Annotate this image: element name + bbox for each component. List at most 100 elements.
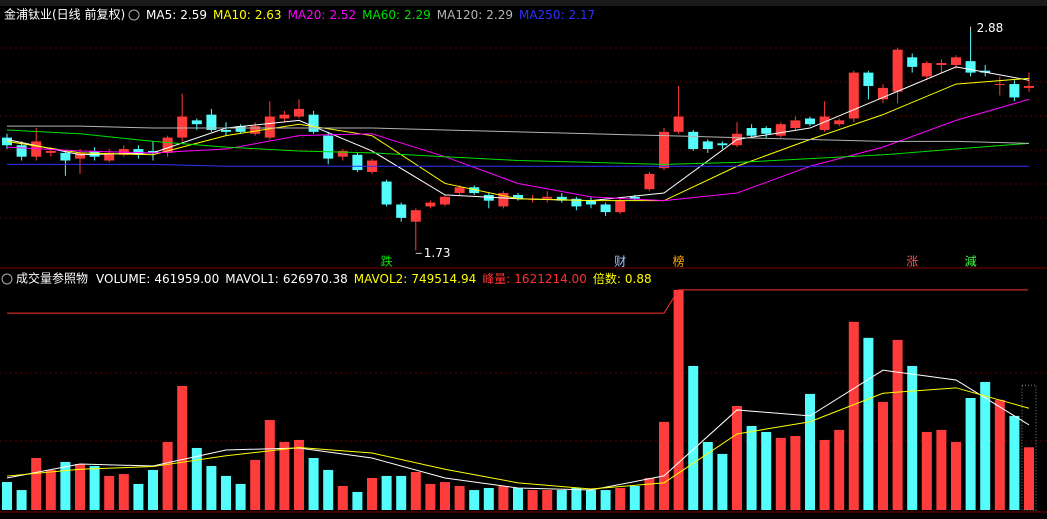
indicator-legend: MAVOL1: 626970.38 (225, 272, 348, 286)
volume-bar (31, 458, 42, 510)
ma-legend: MA250: 2.17 (519, 8, 595, 22)
candle-body (177, 116, 188, 138)
candle-body (337, 150, 348, 157)
candle-body (206, 114, 217, 130)
indicator-legend: MAVOL2: 749514.94 (354, 272, 477, 286)
volume-bar (323, 469, 334, 510)
candle-body (89, 150, 100, 157)
ma-line (6, 98, 1030, 202)
candle-body (659, 131, 669, 169)
volume-bar (673, 289, 684, 510)
volume-bar (892, 339, 903, 510)
volume-bar (1009, 415, 1020, 510)
volume-bar (805, 393, 815, 510)
volume-bar (761, 431, 772, 510)
volume-bar (104, 475, 115, 510)
chart-title: 成交量参照物 (16, 271, 88, 286)
volume-bar (440, 482, 450, 510)
ma-legend-value: 2.29 (486, 8, 513, 22)
candle-body (410, 210, 421, 222)
candle-body (162, 137, 173, 153)
volume-bar (571, 488, 582, 510)
volume-bar (294, 439, 304, 510)
settings-icon[interactable] (128, 9, 140, 21)
event-annotation: 财 (614, 255, 626, 269)
candle-body (191, 120, 202, 125)
ma-legend-value: 2.63 (255, 8, 282, 22)
volume-line (6, 387, 1030, 490)
candle-body (16, 145, 27, 157)
volume-bar (469, 490, 480, 510)
ma-line (7, 163, 1029, 167)
volume-bar (527, 490, 538, 510)
volume-bar (118, 474, 129, 510)
candle-body (425, 202, 436, 207)
volume-bar (381, 475, 392, 510)
candle-body (396, 204, 407, 218)
settings-icon[interactable] (1, 273, 13, 285)
candle-body (352, 154, 363, 171)
volume-bar (425, 483, 436, 510)
ma-legend-value: 2.52 (329, 8, 356, 22)
ma-legend: MA120: 2.29 (437, 8, 513, 22)
candle-body (746, 128, 757, 136)
ma-line (7, 125, 1030, 144)
volume-bar (542, 490, 553, 510)
candle-body (483, 194, 494, 201)
event-annotation: 涨 (906, 254, 918, 269)
volume-bar (994, 399, 1005, 510)
volume-bar (60, 461, 71, 510)
ma-legend-name: MA10: (213, 8, 251, 22)
candle-body (323, 135, 334, 159)
candle-body (863, 72, 874, 86)
indicator-value: 1621214.00 (514, 272, 587, 286)
candle-body (615, 200, 626, 213)
candle-body (75, 152, 85, 159)
volume-bar (746, 425, 757, 510)
volume-bar (717, 453, 728, 510)
candle-body (1024, 85, 1034, 88)
volume-bar (848, 321, 859, 510)
ma-line (6, 129, 1030, 165)
volume-bar (2, 482, 12, 510)
volume-bar (615, 488, 626, 510)
candle-body (965, 61, 976, 73)
event-annotation: 榜 (673, 254, 685, 269)
candle-body (805, 118, 815, 125)
menu-bar (0, 0, 1047, 6)
volume-bar (89, 466, 100, 510)
ma-legend-name: MA250: (519, 8, 565, 22)
candle-body (586, 200, 596, 205)
volume-bar (337, 485, 348, 510)
candle-body (513, 194, 523, 199)
volume-bar (659, 421, 669, 510)
candle-body (542, 196, 553, 199)
volume-bar (177, 385, 188, 510)
volume-bar (221, 475, 231, 510)
volume-bar (45, 469, 56, 510)
ma-line (6, 77, 1030, 202)
volume-bar (498, 485, 509, 510)
candle-body (892, 49, 903, 92)
candle-body (761, 128, 772, 134)
volume-bar (965, 398, 976, 510)
volume-bar (921, 431, 932, 510)
indicator-value: 0.88 (625, 272, 652, 286)
volume-bar (980, 381, 991, 510)
volume-bar (936, 429, 947, 510)
candle-body (45, 150, 56, 153)
volume-bar (352, 491, 363, 510)
candle-body (907, 57, 918, 67)
indicator-name: MAVOL1: (225, 272, 279, 286)
volume-bar (586, 490, 596, 510)
candle-body (60, 152, 71, 161)
volume-bar (250, 459, 261, 510)
ma-legend: MA60: 2.29 (362, 8, 431, 22)
indicator-value: 461959.00 (154, 272, 219, 286)
candle-body (717, 143, 728, 146)
candle-body (308, 114, 319, 132)
volume-bar (600, 490, 611, 510)
volume-bar (878, 401, 888, 510)
candle-body (629, 196, 640, 199)
volume-bar (834, 429, 845, 510)
